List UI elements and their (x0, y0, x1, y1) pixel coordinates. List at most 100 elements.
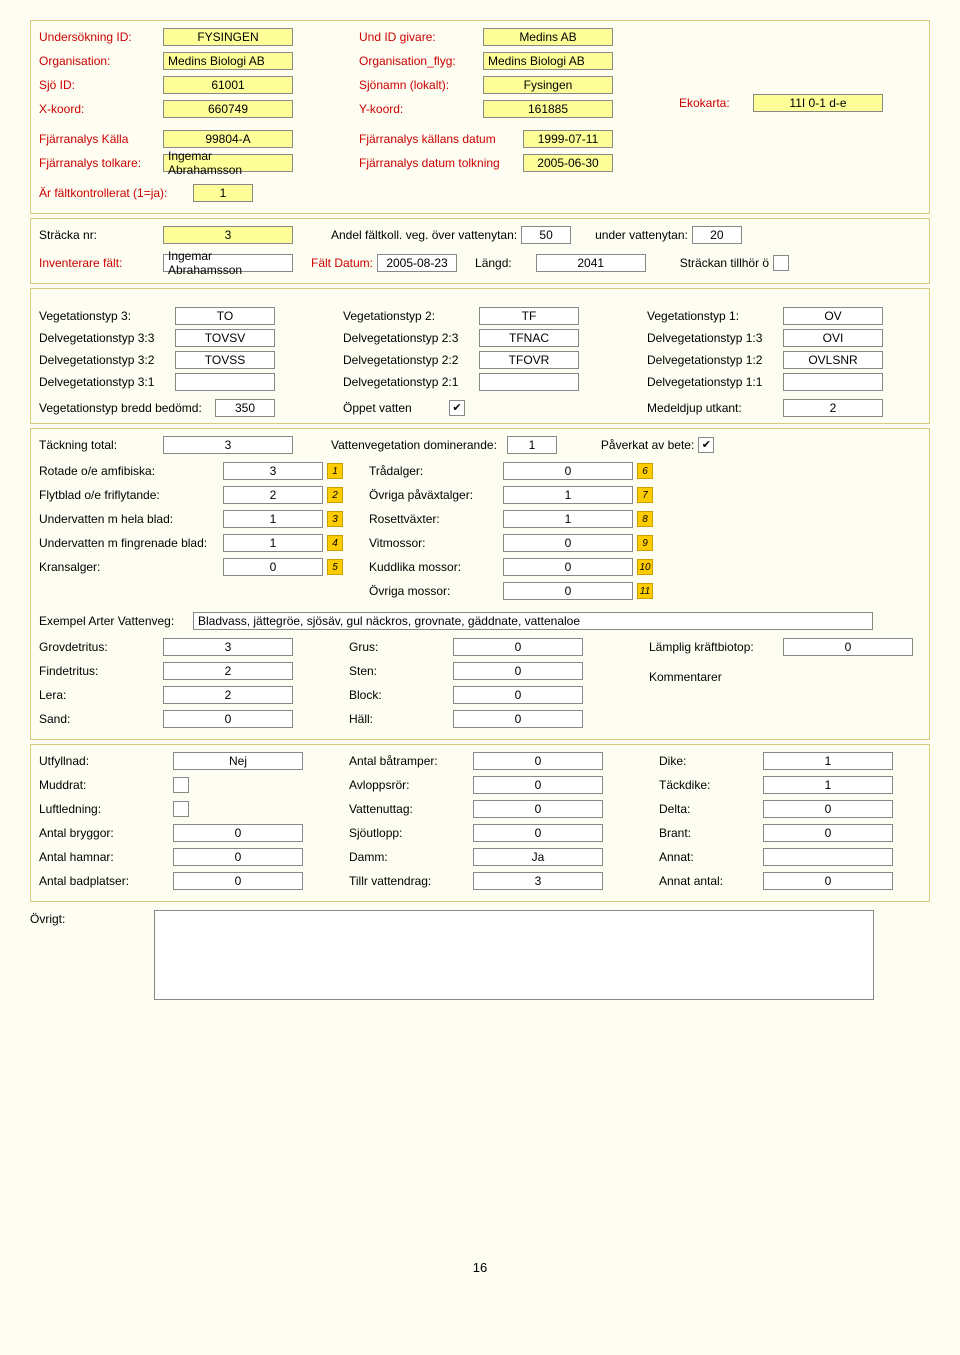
tack-row-label: Trådalger: (369, 464, 499, 478)
bottom-label: Annat antal: (659, 874, 759, 888)
organisation-flyg-label: Organisation_flyg: (359, 54, 479, 68)
d11-label: Delvegetationstyp 1:1 (647, 375, 777, 389)
ekokarta-label: Ekokarta: (679, 96, 749, 110)
d12-field: OVLSNR (783, 351, 883, 369)
ekokarta-field: 11I 0-1 d-e (753, 94, 883, 112)
falt-datum-label: Fält Datum: (311, 256, 373, 270)
tack-row-label: Vitmossor: (369, 536, 499, 550)
tack-row-field: 3 (223, 462, 323, 480)
tillhor-checkbox[interactable] (773, 255, 789, 271)
bottom-label: Luftledning: (39, 802, 169, 816)
d33-field: TOVSV (175, 329, 275, 347)
d21-label: Delvegetationstyp 2:1 (343, 375, 473, 389)
d32-label: Delvegetationstyp 3:2 (39, 353, 169, 367)
kraft-label: Lämplig kräftbiotop: (649, 640, 779, 654)
under-field: 20 (692, 226, 742, 244)
total-label: Täckning total: (39, 438, 159, 452)
falt-datum-field: 2005-08-23 (377, 254, 457, 272)
ovrigt-label: Övrigt: (30, 910, 150, 926)
tack-row-field: 0 (503, 558, 633, 576)
under-label: under vattenytan: (595, 228, 688, 242)
paverkat-label: Påverkat av bete: (601, 438, 694, 452)
tack-row-label: Flytblad o/e friflytande: (39, 488, 219, 502)
tack-row-label: Övriga påväxtalger: (369, 488, 499, 502)
tillhor-label: Sträckan tillhör ö (680, 256, 769, 270)
tack-row-label: Övriga mossor: (369, 584, 499, 598)
und-id-givare-label: Und ID givare: (359, 30, 479, 44)
ykoord-field: 161885 (483, 100, 613, 118)
v2-label: Vegetationstyp 2: (343, 309, 473, 323)
sub-label: Lera: (39, 688, 159, 702)
d21-field (479, 373, 579, 391)
sub-field: 0 (453, 710, 583, 728)
fjarr-kalla-field: 99804-A (163, 130, 293, 148)
sub-label: Sten: (349, 664, 449, 678)
ykoord-label: Y-koord: (359, 102, 479, 116)
medel-label: Medeldjup utkant: (647, 401, 777, 415)
tack-row-field: 1 (223, 510, 323, 528)
d12-label: Delvegetationstyp 1:2 (647, 353, 777, 367)
d22-field: TFOVR (479, 351, 579, 369)
sub-label: Grus: (349, 640, 449, 654)
tack-row-field: 1 (503, 486, 633, 504)
organisation-label: Organisation: (39, 54, 159, 68)
sub-field: 0 (453, 686, 583, 704)
tack-row-num: 8 (637, 511, 653, 527)
exempel-field: Bladvass, jättegröe, sjösäv, gul näckros… (193, 612, 873, 630)
total-field: 3 (163, 436, 293, 454)
xkoord-label: X-koord: (39, 102, 159, 116)
tack-row-num: 6 (637, 463, 653, 479)
und-id-givare-field: Medins AB (483, 28, 613, 46)
bottom-label: Delta: (659, 802, 759, 816)
bottom-label: Antal bryggor: (39, 826, 169, 840)
faltkontrollerat-field: 1 (193, 184, 253, 202)
bottom-label: Utfyllnad: (39, 754, 169, 768)
bottom-field: 0 (173, 872, 303, 890)
kraft-field: 0 (783, 638, 913, 656)
inventerare-field: Ingemar Abrahamsson (163, 254, 293, 272)
stracka-nr-label: Sträcka nr: (39, 228, 159, 242)
tack-row-num: 1 (327, 463, 343, 479)
undersokning-id-field: FYSINGEN (163, 28, 293, 46)
sjo-id-label: Sjö ID: (39, 78, 159, 92)
dom-label: Vattenvegetation dominerande: (331, 438, 497, 452)
bottom-label: Muddrat: (39, 778, 169, 792)
d23-label: Delvegetationstyp 2:3 (343, 331, 473, 345)
fjarr-kalla-label: Fjärranalys Källa (39, 132, 159, 146)
ovrigt-field[interactable] (154, 910, 874, 1000)
tack-row-num: 10 (637, 559, 653, 575)
bottom-label: Tillr vattendrag: (349, 874, 469, 888)
sub-field: 2 (163, 662, 293, 680)
bottom-field: 3 (473, 872, 603, 890)
bottom-field: 1 (763, 752, 893, 770)
tack-row-field: 1 (223, 534, 323, 552)
langd-field: 2041 (536, 254, 646, 272)
tack-row-num: 5 (327, 559, 343, 575)
tack-row-num: 4 (327, 535, 343, 551)
bottom-label: Damm: (349, 850, 469, 864)
andel-over-field: 50 (521, 226, 571, 244)
sub-field: 0 (453, 662, 583, 680)
stracka-nr-field: 3 (163, 226, 293, 244)
bottom-checkbox[interactable] (173, 777, 189, 793)
bottom-checkbox[interactable] (173, 801, 189, 817)
paverkat-checkbox[interactable]: ✔ (698, 437, 714, 453)
bottom-field: 0 (473, 800, 603, 818)
bottom-label: Antal båtramper: (349, 754, 469, 768)
bottom-field: 0 (763, 800, 893, 818)
sub-field: 3 (163, 638, 293, 656)
sub-field: 0 (163, 710, 293, 728)
oppet-checkbox[interactable]: ✔ (449, 400, 465, 416)
kommentar-label: Kommentarer (649, 670, 722, 684)
bottom-label: Annat: (659, 850, 759, 864)
bottom-field: 0 (763, 824, 893, 842)
sub-label: Findetritus: (39, 664, 159, 678)
bottom-label: Vattenuttag: (349, 802, 469, 816)
d31-label: Delvegetationstyp 3:1 (39, 375, 169, 389)
bottom-label: Brant: (659, 826, 759, 840)
bottom-label: Täckdike: (659, 778, 759, 792)
bottom-label: Antal hamnar: (39, 850, 169, 864)
medel-field: 2 (783, 399, 883, 417)
fjarr-datum-tolkning-label: Fjärranalys datum tolkning (359, 156, 519, 170)
tack-row-field: 0 (503, 582, 633, 600)
